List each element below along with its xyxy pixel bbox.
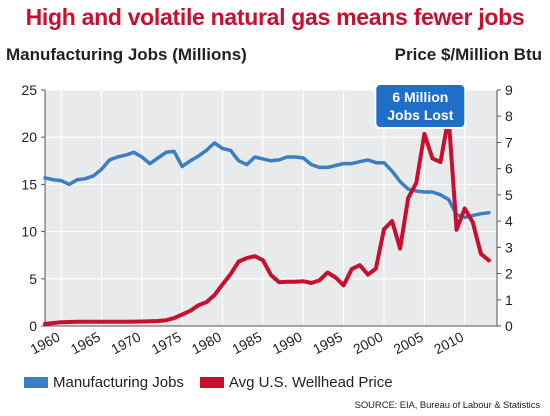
series-lines [43,115,491,326]
source-note: SOURCE: EIA, Bureau of Labour & Statisti… [354,400,540,411]
right-tick-2: 2 [505,266,513,282]
annotation-callout: 6 Million Jobs Lost [374,83,467,130]
left-tick-0: 0 [29,318,37,334]
x-tick-2000: 2000 [350,328,385,357]
axes [44,90,498,327]
right-tick-4: 4 [505,213,513,229]
chart-title: High and volatile natural gas means fewe… [25,4,525,30]
right-tick-5: 5 [505,187,513,203]
x-tick-2010: 2010 [431,328,466,357]
x-tick-1995: 1995 [310,328,345,357]
x-tick-1970: 1970 [108,328,143,357]
x-tick-2005: 2005 [391,328,426,357]
legend-swatch-price [199,377,224,388]
plot-background [45,90,497,326]
right-tick-8: 8 [505,108,513,124]
series-line-wellhead-price [43,115,491,326]
legend-label-price: Avg U.S. Wellhead Price [228,374,393,391]
annotation-line-1: 6 Million [392,89,448,105]
left-tick-15: 15 [21,176,37,192]
right-tick-6: 6 [505,161,513,177]
right-tick-7: 7 [505,134,513,150]
left-tick-20: 20 [21,129,37,145]
legend-item-price: Avg U.S. Wellhead Price [199,374,393,391]
left-tick-25: 25 [21,82,37,98]
left-tick-5: 5 [29,271,37,287]
x-tick-1980: 1980 [189,328,224,357]
annotation-box [374,83,467,130]
right-tick-3: 3 [505,239,513,255]
right-tick-9: 9 [505,82,513,98]
legend-label-jobs: Manufacturing Jobs [53,374,184,391]
legend: Manufacturing Jobs Avg U.S. Wellhead Pri… [24,374,409,391]
right-tick-1: 1 [505,292,513,308]
x-tick-1965: 1965 [68,328,103,357]
x-tick-1975: 1975 [149,328,184,357]
legend-swatch-jobs [24,377,48,388]
right-tick-0: 0 [505,318,513,334]
left-tick-10: 10 [21,224,37,240]
legend-item-jobs: Manufacturing Jobs [24,374,184,391]
left-axis-title: Manufacturing Jobs (Millions) [6,45,247,64]
series-line-manufacturing-jobs [43,141,491,220]
x-tick-1990: 1990 [270,328,305,357]
right-axis-title: Price $/Million Btu [394,45,542,64]
annotation-line-2: Jobs Lost [387,107,453,123]
x-tick-1985: 1985 [229,328,264,357]
